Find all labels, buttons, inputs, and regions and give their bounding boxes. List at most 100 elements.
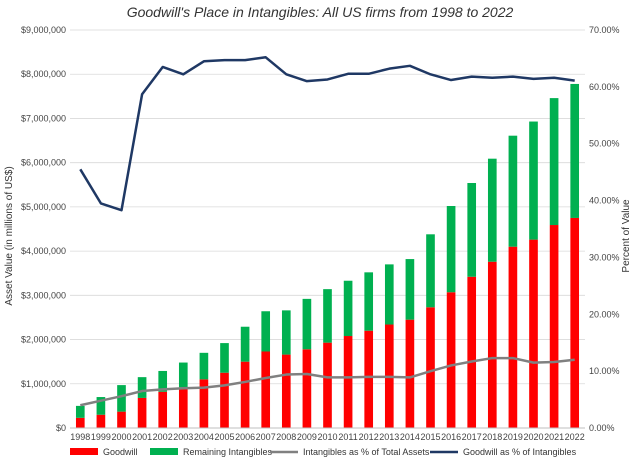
x-tick-label: 2017 (462, 432, 482, 442)
y2-tick-label: 70.00% (589, 25, 620, 35)
bar-goodwill (178, 387, 188, 428)
bar-remaining-intangibles (281, 310, 291, 355)
y-tick-label: $6,000,000 (21, 158, 66, 168)
bar-goodwill (75, 417, 85, 428)
bar-remaining-intangibles (426, 234, 435, 308)
y-tick-label: $8,000,000 (21, 69, 66, 79)
bar-goodwill (549, 225, 559, 428)
gridlines (70, 29, 585, 429)
x-tick-label: 2000 (111, 432, 131, 442)
y2-axis-title: Percent of Value (621, 199, 632, 273)
bar-remaining-intangibles (364, 272, 374, 331)
x-tick-label: 2013 (379, 432, 399, 442)
x-tick-label: 2008 (276, 432, 296, 442)
legend-label: Goodwill (103, 447, 138, 457)
bar-remaining-intangibles (323, 289, 332, 343)
x-tick-label: 2020 (523, 432, 543, 442)
bar-remaining-intangibles (261, 311, 271, 352)
bar-goodwill (261, 351, 271, 428)
x-tick-label: 1999 (91, 432, 111, 442)
bar-remaining-intangibles (570, 83, 580, 218)
bar-remaining-intangibles (343, 280, 353, 337)
bar-goodwill (446, 292, 456, 428)
y2-tick-label: 10.00% (589, 366, 620, 376)
x-tick-label: 2018 (482, 432, 502, 442)
y2-tick-label: 0.00% (589, 423, 615, 433)
x-tick-label: 2009 (297, 432, 317, 442)
x-tick-label: 2016 (441, 432, 461, 442)
bar-goodwill (487, 261, 497, 428)
x-tick-label: 2019 (503, 432, 523, 442)
x-tick-label: 2007 (256, 432, 276, 442)
bar-goodwill (281, 354, 291, 428)
bar-goodwill (220, 372, 229, 428)
bar-goodwill (426, 307, 435, 428)
bars (75, 83, 580, 428)
bar-goodwill (158, 391, 168, 428)
y-tick-label: $3,000,000 (21, 290, 66, 300)
y-tick-label: $7,000,000 (21, 113, 66, 123)
bar-goodwill (137, 397, 147, 428)
legend: Goodwill Remaining Intangibles Intangibles… (70, 447, 577, 457)
x-tick-label: 2012 (359, 432, 379, 442)
bar-goodwill (508, 246, 518, 428)
x-tick-label: 2001 (132, 432, 152, 442)
bar-remaining-intangibles (302, 298, 312, 350)
bar-remaining-intangibles (384, 264, 394, 325)
y-tick-label: $2,000,000 (21, 335, 66, 345)
y-tick-label: $9,000,000 (21, 25, 66, 35)
bar-goodwill (240, 361, 250, 428)
bar-remaining-intangibles (467, 183, 477, 277)
lines (79, 56, 575, 407)
bar-remaining-intangibles (405, 259, 415, 320)
x-tick-label: 2014 (400, 432, 420, 442)
chart-title: Goodwill's Place in Intangibles: All US … (127, 4, 514, 20)
bar-remaining-intangibles (508, 135, 518, 247)
x-tick-label: 2003 (173, 432, 193, 442)
line-goodwill-as-of-intangibles (79, 56, 575, 212)
bar-remaining-intangibles (117, 385, 126, 412)
bar-remaining-intangibles (158, 370, 168, 392)
bar-goodwill (467, 276, 477, 428)
x-tick-label: 2021 (544, 432, 564, 442)
y-tick-label: $1,000,000 (21, 379, 66, 389)
bar-goodwill (343, 336, 353, 428)
bar-goodwill (364, 330, 374, 428)
bar-goodwill (302, 349, 312, 428)
bar-goodwill (96, 414, 106, 428)
legend-label: Goodwill as % of Intangibles (463, 447, 577, 457)
y2-tick-label: 50.00% (589, 139, 620, 149)
bar-remaining-intangibles (446, 206, 456, 293)
legend-swatch (150, 448, 178, 455)
bar-remaining-intangibles (240, 326, 250, 362)
bar-goodwill (323, 342, 332, 428)
legend-label: Remaining Intangibles (183, 447, 273, 457)
bar-goodwill (405, 319, 415, 428)
axes: $0 $1,000,000 $2,000,000 $3,000,000 $4,000,0… (21, 25, 620, 442)
bar-remaining-intangibles (75, 405, 85, 418)
y-tick-label: $0 (56, 423, 66, 433)
bar-goodwill (199, 379, 209, 428)
bar-remaining-intangibles (487, 158, 497, 262)
x-tick-label: 2022 (565, 432, 585, 442)
bar-remaining-intangibles (199, 352, 209, 380)
bar-goodwill (570, 217, 580, 428)
x-tick-label: 2006 (235, 432, 255, 442)
x-tick-label: 2005 (214, 432, 234, 442)
x-tick-label: 2011 (338, 432, 357, 442)
y2-tick-label: 60.00% (589, 82, 620, 92)
x-tick-label: 2002 (153, 432, 173, 442)
y-axis-title: Asset Value (in millions of US$) (4, 166, 15, 305)
y-tick-label: $5,000,000 (21, 202, 66, 212)
y2-tick-label: 30.00% (589, 252, 620, 262)
x-tick-label: 2004 (194, 432, 214, 442)
bar-remaining-intangibles (137, 377, 147, 398)
bar-remaining-intangibles (549, 98, 559, 226)
bar-goodwill (529, 239, 538, 428)
y2-tick-label: 20.00% (589, 309, 620, 319)
bar-remaining-intangibles (220, 343, 229, 373)
legend-swatch (70, 448, 98, 455)
y-tick-label: $4,000,000 (21, 246, 66, 256)
